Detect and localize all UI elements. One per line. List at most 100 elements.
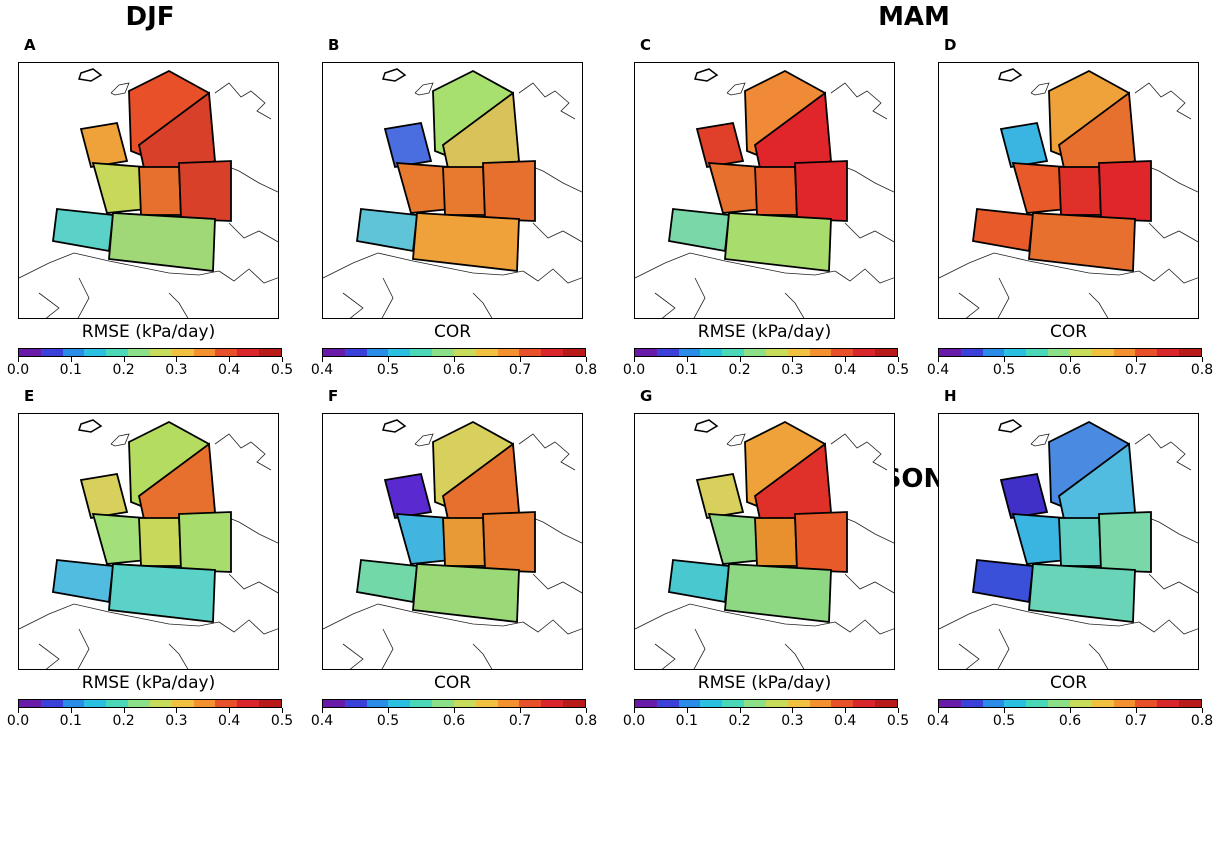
coastline (1148, 222, 1198, 243)
coastline (168, 292, 189, 318)
colorbar-title: RMSE (kPa/day) (697, 673, 832, 693)
region-iberia (972, 208, 1034, 253)
colorbar-segment (1179, 349, 1201, 356)
colorbar-segment (323, 700, 345, 707)
region-east (794, 160, 848, 222)
colorbar-segment (128, 349, 150, 356)
colorbar-tick-label: 0.1 (675, 362, 698, 378)
colorbar-segment (106, 349, 129, 356)
region-med (108, 212, 216, 273)
colorbar-segment (40, 349, 63, 356)
region-central (442, 517, 486, 567)
colorbar-tick-mark (454, 357, 455, 362)
colorbar-segment (1069, 700, 1092, 707)
colorbar-title: COR (1049, 322, 1088, 342)
coastline (784, 292, 805, 318)
coastline (830, 433, 888, 471)
iceland-outline (694, 68, 719, 82)
colorbar-tick-mark (1202, 357, 1203, 362)
coastline (693, 628, 706, 669)
colorbar-tick-mark (1004, 357, 1005, 362)
colorbar-segment (635, 349, 657, 356)
colorbar-tick-label: 0.3 (165, 713, 188, 729)
coastline (522, 619, 582, 635)
region-iberia (972, 559, 1034, 604)
colorbar-tick-mark (18, 708, 19, 713)
colorbar-segment (1026, 349, 1049, 356)
region-uk (79, 121, 129, 169)
colorbar-segment (982, 349, 1005, 356)
colorbar-segment (215, 700, 238, 707)
colorbar-segment (475, 700, 498, 707)
coastline (958, 643, 980, 669)
colorbar-segment (388, 349, 411, 356)
region-central (1058, 517, 1102, 567)
colorbar-tick-label: 0.0 (6, 362, 30, 378)
panel-letter: A (24, 36, 36, 54)
colorbar-segment (497, 700, 520, 707)
region-central (1058, 166, 1102, 216)
colorbar-segment (19, 349, 41, 356)
coastline (693, 277, 706, 318)
colorbar-segment (1004, 700, 1027, 707)
colorbar-tick-mark (792, 708, 794, 713)
map-svg (19, 68, 278, 318)
colorbar-segment (960, 700, 983, 707)
colorbar-segment (700, 349, 723, 356)
colorbar-segment (259, 700, 281, 707)
colorbar-tick-label: 0.6 (1058, 713, 1082, 729)
colorbar-segment (875, 700, 897, 707)
colorbar-tick-mark (686, 708, 688, 713)
coastline (381, 628, 394, 669)
colorbar-tick-mark (176, 357, 178, 362)
colorbar-tick-mark (1136, 357, 1137, 362)
colorbar-tick-label: 0.1 (59, 713, 82, 729)
map-panel-d (938, 62, 1199, 319)
colorbar-tick-mark (454, 708, 455, 713)
coastline (414, 433, 434, 447)
panel-letter: G (640, 387, 653, 405)
colorbar-tick-label: 0.5 (992, 713, 1016, 729)
region-iberia (356, 208, 418, 253)
colorbar-segment (875, 349, 897, 356)
coastline (654, 643, 676, 669)
map-panel-b (322, 62, 583, 319)
colorbar-tick-label: 0.4 (218, 362, 241, 378)
panel-letter: B (328, 36, 340, 54)
colorbar-segment (1091, 349, 1114, 356)
colorbar-segment (1135, 349, 1158, 356)
colorbar-tick-mark (586, 708, 587, 713)
colorbar-tick-mark (70, 357, 72, 362)
colorbar-segment (323, 349, 345, 356)
colorbar-tick-mark (388, 708, 389, 713)
colorbar-tick-label: 0.4 (310, 362, 334, 378)
region-central (754, 517, 798, 567)
colorbar-segment (432, 349, 454, 356)
colorbar-tick-label: 0.5 (376, 362, 400, 378)
colorbar-segment (1026, 700, 1049, 707)
region-uk (695, 472, 745, 520)
region-east (1098, 160, 1152, 222)
colorbar-segment (541, 349, 564, 356)
colorbar-tick-mark (1070, 708, 1071, 713)
colorbar-segment (62, 700, 85, 707)
colorbar (938, 348, 1202, 357)
colorbar-segment (853, 700, 876, 707)
coastline (381, 277, 394, 318)
colorbar-tick-label: 0.4 (218, 713, 241, 729)
colorbar-title: COR (433, 322, 472, 342)
coastline (472, 643, 493, 669)
coastline (844, 222, 894, 243)
panel-letter: E (24, 387, 35, 405)
panel-letter: C (640, 36, 652, 54)
colorbar-segment (678, 349, 701, 356)
colorbar-segment (787, 700, 810, 707)
colorbar-tick-label: 0.5 (992, 362, 1016, 378)
colorbar-segment (193, 700, 216, 707)
coastline (1134, 82, 1192, 120)
iceland-outline (382, 419, 407, 433)
colorbar-segment (128, 700, 150, 707)
colorbar (18, 699, 282, 708)
region-uk (383, 472, 433, 520)
map-svg (939, 419, 1198, 669)
